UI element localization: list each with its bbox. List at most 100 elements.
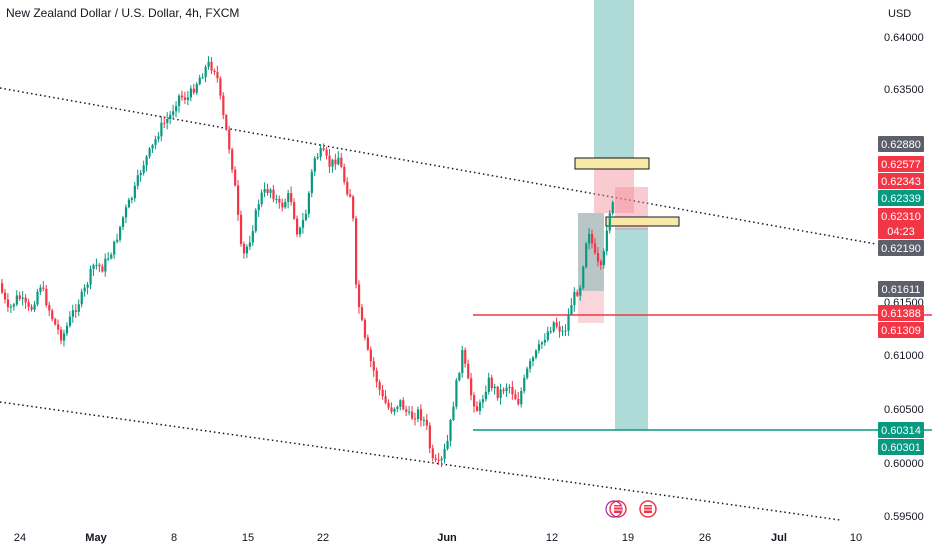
candle-body <box>564 330 567 332</box>
candle-body <box>39 287 42 292</box>
candle-body <box>296 218 299 235</box>
candle-body <box>222 95 225 116</box>
flag-icon <box>644 505 652 513</box>
candle-body <box>148 148 151 157</box>
candle-body <box>508 387 511 389</box>
candle-body <box>605 230 608 252</box>
price-tag: 04:23 <box>878 223 924 239</box>
candle-body <box>543 339 546 343</box>
candle-body <box>579 287 582 296</box>
price-tag-bg <box>878 322 924 338</box>
candle-body <box>328 155 331 167</box>
candle-body <box>151 145 154 149</box>
candle-body <box>484 391 487 400</box>
candle-body <box>301 219 305 228</box>
candle-body <box>116 239 119 242</box>
candle-body <box>6 299 10 308</box>
x-tick-label: 12 <box>546 532 558 544</box>
candle-body <box>534 350 538 358</box>
candle-body <box>175 105 178 112</box>
candle-body <box>104 258 107 272</box>
candle-body <box>461 350 464 374</box>
candle-body <box>163 122 166 124</box>
candle-body <box>591 233 594 244</box>
economic-event-icon[interactable] <box>605 500 627 518</box>
long-position-profit-zone[interactable] <box>594 0 634 160</box>
candle-body <box>602 251 605 266</box>
candle-body <box>3 292 7 300</box>
candle-body <box>340 157 343 167</box>
target-highlight-box[interactable] <box>574 157 650 170</box>
candle-body <box>316 156 319 159</box>
entry-highlight-box[interactable] <box>605 216 680 227</box>
candle-body <box>455 380 458 407</box>
candle-body <box>496 386 499 398</box>
candle-body <box>366 337 369 350</box>
candle-body <box>473 395 476 407</box>
candle-body <box>399 400 402 407</box>
candle-body <box>183 97 187 100</box>
candle-body <box>160 122 163 137</box>
candle-body <box>396 406 399 409</box>
price-tag-bg <box>878 422 924 438</box>
candle-body <box>169 114 172 120</box>
candle-body <box>210 61 213 71</box>
candle-body <box>89 269 92 285</box>
price-tag: 0.62310 <box>878 208 924 224</box>
time-axis[interactable]: 24 May 8 15 22 Jun 12 19 26 Jul 10 <box>14 532 862 544</box>
lower-trendline[interactable] <box>0 401 841 521</box>
upper-trendline[interactable] <box>0 87 877 245</box>
candle-body <box>121 217 125 227</box>
candle-body <box>419 409 423 421</box>
candle-body <box>24 297 27 303</box>
candle-body <box>322 148 325 150</box>
candle-body <box>570 305 573 315</box>
price-tag-bg <box>878 439 924 455</box>
candle-body <box>440 458 443 461</box>
chart-title: New Zealand Dollar / U.S. Dollar, 4h, FX… <box>6 6 240 20</box>
price-tag-bg <box>878 136 924 152</box>
candle-body <box>263 188 266 193</box>
candle-body <box>204 66 207 78</box>
candle-body <box>275 198 278 200</box>
candle-body <box>375 370 378 383</box>
candle-body <box>178 95 181 106</box>
candle-body <box>343 166 346 182</box>
price-tag-label: 0.60301 <box>881 442 921 454</box>
candle-body <box>251 231 254 243</box>
candle-body <box>307 193 310 214</box>
candle-body <box>207 61 210 67</box>
long-position-profit-zone-lower[interactable] <box>615 228 648 430</box>
candle-body <box>195 84 198 93</box>
candle-body <box>269 189 272 193</box>
candle-body <box>186 97 190 100</box>
candle-body <box>585 243 588 267</box>
candle-body <box>293 202 296 219</box>
price-tag: 0.61611 <box>878 281 924 297</box>
candle-body <box>381 389 384 397</box>
candle-body <box>74 310 77 312</box>
candle-body <box>576 292 579 296</box>
candle-body <box>470 378 473 396</box>
candle-body <box>490 377 493 389</box>
candle-body <box>414 418 417 420</box>
y-tick-label: 0.59500 <box>884 511 924 523</box>
price-tag-bg <box>878 240 924 256</box>
candle-body <box>526 368 529 378</box>
candle-body <box>110 254 113 259</box>
candle-body <box>15 295 18 305</box>
small-position-profit-zone[interactable] <box>578 213 604 291</box>
candle-body <box>546 331 549 340</box>
candle-body <box>393 408 396 412</box>
candle-body <box>552 322 555 332</box>
price-tag: 0.60314 <box>878 422 924 438</box>
candle-body <box>313 158 316 172</box>
candle-body <box>425 419 428 426</box>
candle-body <box>33 304 36 310</box>
candle-body <box>9 306 13 308</box>
economic-event-icon[interactable] <box>639 500 657 518</box>
candle-body <box>107 258 110 260</box>
candle-body <box>549 331 552 333</box>
candle-body <box>133 185 136 199</box>
